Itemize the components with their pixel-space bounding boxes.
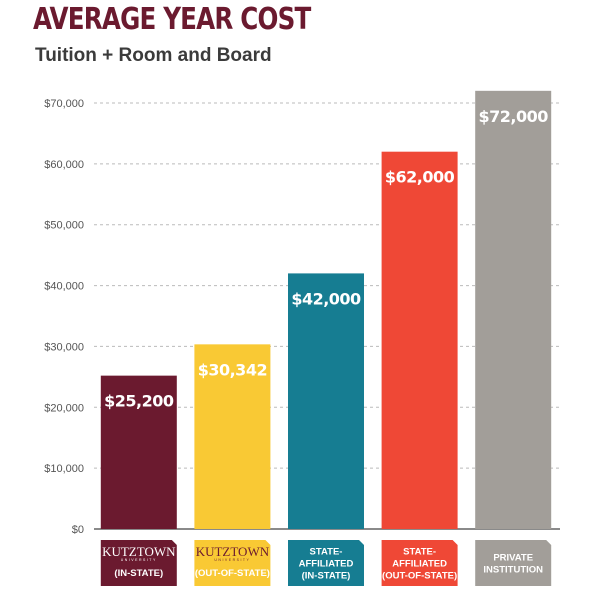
value-label: $30,342 [198, 360, 267, 379]
category-tab [288, 540, 364, 586]
y-tick-label: $30,000 [44, 341, 84, 353]
chart-subtitle: Tuition + Room and Board [35, 45, 272, 66]
category-label: AFFILIATED [299, 559, 354, 570]
kutztown-logo-sub: UNIVERSITY [121, 558, 157, 562]
category-label: (IN-STATE) [302, 571, 351, 582]
category-tab [381, 540, 458, 586]
category-label: PRIVATE [493, 553, 533, 564]
y-tick-label: $70,000 [44, 98, 84, 110]
category-tab [194, 540, 271, 586]
kutztown-logo-sub: UNIVERSITY [214, 558, 250, 562]
y-tick-label: $20,000 [44, 402, 84, 414]
value-label: $62,000 [385, 168, 455, 187]
bar [194, 344, 271, 529]
category-label: AFFILIATED [392, 559, 447, 570]
category-tab [475, 540, 552, 586]
y-tick-label: $0 [72, 524, 84, 536]
category-tab [100, 540, 177, 586]
category-label: (OUT-OF-STATE) [382, 571, 457, 582]
bar [381, 151, 458, 529]
value-label: $42,000 [291, 289, 361, 308]
bar [100, 375, 177, 529]
y-tick-label: $50,000 [44, 220, 84, 232]
bar [288, 273, 364, 529]
category-label: STATE- [403, 547, 436, 558]
kutztown-logo: KUTZTOWN [196, 544, 270, 559]
kutztown-logo: KUTZTOWN [102, 544, 176, 559]
category-label: STATE- [310, 547, 343, 558]
value-label: $72,000 [479, 107, 549, 126]
bar [475, 90, 552, 529]
y-tick-label: $40,000 [44, 281, 84, 293]
category-label: INSTITUTION [483, 565, 543, 576]
y-tick-label: $60,000 [44, 159, 84, 171]
chart-title: AVERAGE YEAR COST [33, 2, 311, 37]
y-tick-label: $10,000 [44, 463, 84, 475]
value-label: $25,200 [104, 392, 174, 411]
category-label: (OUT-OF-STATE) [195, 568, 270, 579]
category-label: (IN-STATE) [114, 568, 163, 579]
